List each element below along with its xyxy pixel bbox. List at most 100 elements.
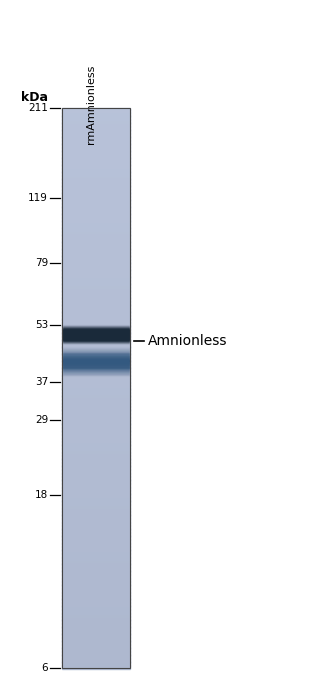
Bar: [62, 153, 130, 155]
Bar: [62, 379, 130, 381]
Bar: [62, 277, 130, 279]
Bar: [62, 209, 130, 211]
Bar: [63, 363, 129, 364]
Bar: [62, 137, 130, 139]
Bar: [62, 250, 130, 251]
Bar: [62, 580, 130, 582]
Bar: [62, 377, 130, 379]
Text: 53: 53: [35, 320, 48, 331]
Bar: [62, 113, 130, 114]
Bar: [62, 147, 130, 149]
Bar: [62, 648, 130, 650]
Bar: [62, 117, 130, 118]
Bar: [62, 573, 130, 575]
Bar: [62, 111, 130, 113]
Bar: [62, 230, 130, 232]
Bar: [62, 425, 130, 426]
Bar: [62, 108, 130, 668]
Bar: [62, 174, 130, 176]
Bar: [62, 546, 130, 548]
Bar: [62, 430, 130, 432]
Bar: [62, 434, 130, 436]
Bar: [62, 635, 130, 637]
Bar: [62, 517, 130, 519]
Bar: [62, 196, 130, 198]
Bar: [62, 398, 130, 400]
Bar: [62, 391, 130, 392]
Bar: [62, 469, 130, 471]
Bar: [62, 395, 130, 397]
Bar: [62, 588, 130, 590]
Bar: [62, 475, 130, 477]
Bar: [63, 330, 129, 331]
Bar: [62, 549, 130, 551]
Bar: [62, 524, 130, 525]
Bar: [63, 332, 129, 333]
Bar: [62, 664, 130, 665]
Bar: [63, 327, 129, 328]
Bar: [63, 357, 129, 359]
Bar: [62, 235, 130, 237]
Bar: [62, 307, 130, 309]
Bar: [62, 496, 130, 498]
Bar: [62, 515, 130, 517]
Bar: [63, 360, 129, 361]
Bar: [63, 343, 129, 344]
Bar: [62, 665, 130, 667]
Bar: [63, 369, 129, 370]
Bar: [62, 431, 130, 434]
Bar: [62, 149, 130, 150]
Bar: [63, 366, 129, 368]
Bar: [62, 503, 130, 505]
Bar: [62, 315, 130, 317]
Bar: [63, 364, 129, 365]
Bar: [62, 541, 130, 543]
Bar: [62, 378, 130, 380]
Bar: [62, 309, 130, 311]
Bar: [62, 327, 130, 329]
Bar: [63, 349, 129, 351]
Bar: [62, 530, 130, 531]
Bar: [63, 338, 129, 339]
Bar: [62, 219, 130, 220]
Bar: [63, 351, 129, 352]
Bar: [62, 126, 130, 128]
Bar: [63, 370, 129, 371]
Bar: [62, 643, 130, 645]
Bar: [62, 510, 130, 512]
Bar: [62, 534, 130, 536]
Bar: [62, 591, 130, 593]
Bar: [62, 622, 130, 624]
Bar: [63, 331, 129, 332]
Bar: [63, 329, 129, 330]
Bar: [62, 292, 130, 294]
Bar: [62, 241, 130, 243]
Bar: [62, 347, 130, 349]
Bar: [62, 633, 130, 635]
Bar: [62, 454, 130, 456]
Bar: [62, 125, 130, 127]
Bar: [62, 437, 130, 439]
Bar: [62, 406, 130, 408]
Bar: [62, 226, 130, 228]
Bar: [62, 368, 130, 370]
Bar: [62, 536, 130, 539]
Bar: [62, 140, 130, 142]
Bar: [62, 609, 130, 611]
Bar: [62, 500, 130, 502]
Text: 37: 37: [35, 377, 48, 387]
Bar: [63, 334, 129, 335]
Bar: [62, 333, 130, 335]
Bar: [62, 518, 130, 520]
Bar: [62, 132, 130, 134]
Bar: [63, 326, 129, 327]
Bar: [62, 374, 130, 376]
Bar: [62, 165, 130, 167]
Bar: [62, 598, 130, 600]
Bar: [63, 337, 129, 338]
Bar: [62, 224, 130, 226]
Text: 79: 79: [35, 257, 48, 268]
Bar: [62, 387, 130, 388]
Bar: [63, 354, 129, 355]
Bar: [63, 370, 129, 372]
